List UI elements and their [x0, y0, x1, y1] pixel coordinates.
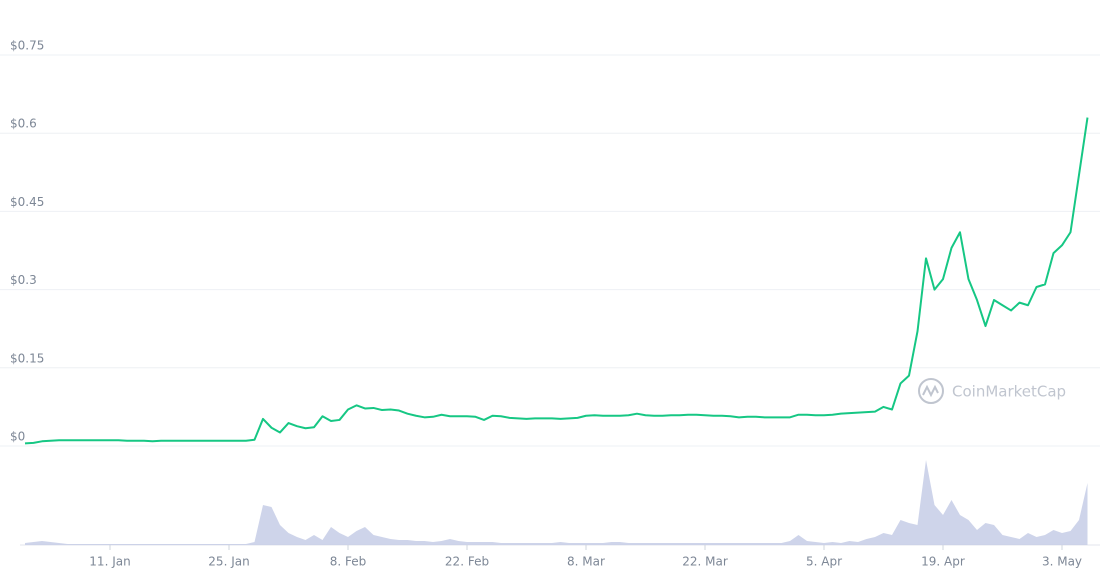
watermark-text: CoinMarketCap [952, 383, 1066, 401]
x-tick-label: 8. Mar [567, 555, 605, 569]
x-tick-label: 5. Apr [806, 555, 842, 569]
x-tick-label: 19. Apr [921, 555, 965, 569]
watermark: CoinMarketCap [918, 378, 1066, 404]
x-tick-label: 3. May [1042, 555, 1082, 569]
x-tick-label: 22. Mar [682, 555, 728, 569]
x-tick-label: 22. Feb [445, 555, 489, 569]
y-tick-label: $0.45 [10, 195, 44, 209]
x-tick-label: 8. Feb [330, 555, 367, 569]
y-tick-label: $0.6 [10, 117, 37, 131]
x-tick-label: 11. Jan [89, 555, 130, 569]
y-tick-label: $0 [10, 430, 25, 444]
x-tick-label: 25. Jan [208, 555, 249, 569]
watermark-logo [918, 378, 944, 404]
y-tick-label: $0.3 [10, 273, 37, 287]
price-line [24, 117, 1089, 445]
y-tick-label: $0.15 [10, 351, 44, 365]
volume-area [25, 460, 1088, 545]
watermark-logo-mark [922, 384, 939, 398]
plot: $0 $0.15 $0.3 $0.45 $0.6 $0.75 11. Jan 25. Jan 8… [0, 39, 1100, 569]
y-tick-label: $0.75 [10, 39, 44, 53]
